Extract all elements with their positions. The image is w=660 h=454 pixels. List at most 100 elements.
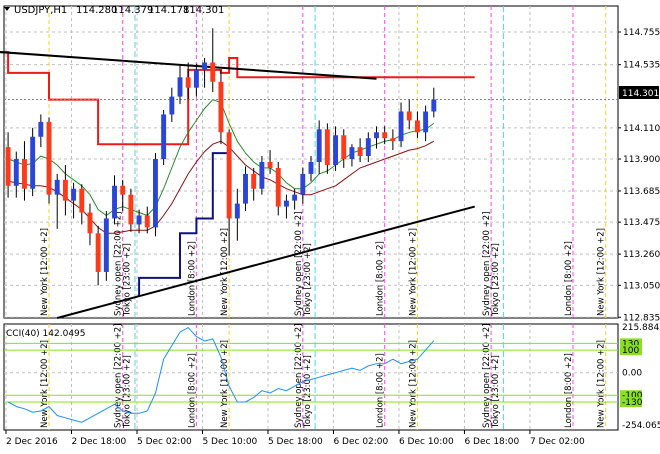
- candle-body: [398, 111, 404, 142]
- candle-body: [144, 215, 150, 228]
- candle: [333, 126, 339, 171]
- candle-body: [202, 62, 208, 70]
- session-label-cci: New York [12:00 +2]: [220, 340, 230, 428]
- candle-body: [308, 162, 314, 174]
- candle: [349, 144, 355, 167]
- y-tick-label: 114.110: [623, 124, 660, 134]
- candle: [218, 69, 224, 145]
- resistance-step-line: [0, 51, 475, 146]
- candle-body: [341, 135, 347, 160]
- candle-body: [161, 114, 167, 160]
- candle: [13, 151, 19, 198]
- candle: [267, 150, 273, 174]
- x-tick-label: 6 Dec 18:00: [464, 437, 519, 447]
- candle-body: [177, 77, 183, 97]
- dropdown-icon[interactable]: [4, 7, 10, 11]
- session-label: New York [12:00 +2]: [220, 228, 230, 316]
- ohlc-close: 114.301: [183, 5, 224, 16]
- candle-body: [349, 147, 355, 160]
- support-step-line: [138, 152, 230, 296]
- candle-body: [243, 173, 248, 204]
- y-tick-label: 113.260: [623, 250, 660, 260]
- candle-body: [46, 121, 52, 195]
- x-tick-label: 2 Dec 18:00: [71, 437, 126, 447]
- candle: [120, 179, 126, 212]
- session-lines: New York [12:00 +2] New York [12:00 +2] Sy…: [40, 6, 607, 430]
- candle-body: [185, 77, 191, 88]
- candle: [431, 87, 437, 118]
- session-label-cci: Sydney open [22:00 +2]: [482, 324, 492, 428]
- candle: [95, 225, 101, 286]
- candle: [136, 209, 142, 234]
- candle-body: [95, 233, 101, 272]
- candle: [62, 164, 68, 216]
- candle-body: [251, 173, 257, 189]
- session-label: New York [12:00 +2]: [408, 228, 418, 316]
- x-tick-label: 5 Dec 02:00: [137, 437, 192, 447]
- time-axis: 2 Dec 2016 2 Dec 18:00 5 Dec 02:00 5 Dec 10…: [5, 430, 585, 447]
- cci-tick-label: -254.0655: [622, 421, 660, 431]
- candle: [382, 126, 388, 145]
- session-label-cci: Sydney open [22:00 +2]: [114, 324, 124, 428]
- y-tick-label: 113.685: [623, 187, 660, 197]
- candle: [316, 120, 322, 174]
- candle: [283, 194, 289, 219]
- candle: [177, 65, 183, 105]
- candle: [234, 188, 240, 241]
- x-tick-label: 5 Dec 18:00: [268, 437, 323, 447]
- current-price-text: 114.301: [622, 89, 659, 99]
- cci-title: CCI(40) 142.0495: [6, 329, 86, 339]
- candle-body: [169, 96, 175, 115]
- candle: [54, 173, 60, 229]
- session-label-2: Tokyo [23:00 +2]: [303, 243, 313, 317]
- session-label: London [8:00 +2]: [564, 241, 574, 316]
- candle: [152, 153, 158, 237]
- y-tick-label: 113.050: [623, 281, 660, 291]
- candle-body: [292, 194, 298, 201]
- candle: [202, 58, 208, 88]
- cci-tick-label: 100: [622, 346, 639, 356]
- candle-body: [374, 132, 379, 139]
- candle-body: [87, 212, 93, 234]
- session-label-cci: London [8:00 +2]: [187, 353, 197, 428]
- candle-body: [234, 203, 240, 219]
- trendline-2: [56, 205, 475, 319]
- cci-level-badge: [620, 397, 642, 408]
- candle: [259, 156, 265, 195]
- candle: [87, 203, 93, 246]
- y-tick-label: 113.900: [623, 155, 660, 165]
- x-tick-label: 6 Dec 02:00: [333, 437, 388, 447]
- candle-body: [390, 138, 396, 142]
- candle-body: [54, 179, 60, 195]
- candle: [243, 166, 248, 212]
- session-label-cci: London [8:00 +2]: [564, 353, 574, 428]
- candle-body: [226, 132, 232, 219]
- cci-frame: [3, 323, 619, 431]
- candle-body: [30, 136, 36, 189]
- cci-tick-label: 215.8842: [622, 323, 660, 333]
- cci-indicator: [4, 326, 618, 423]
- candle-body: [414, 120, 420, 133]
- candle-body: [5, 147, 11, 186]
- candle-body: [128, 194, 134, 225]
- candle-body: [218, 81, 224, 133]
- candle: [292, 188, 298, 210]
- candle-body: [333, 135, 339, 165]
- session-label: London [8:00 +2]: [187, 241, 197, 316]
- candle-body: [210, 62, 216, 82]
- x-tick-label: 2 Dec 2016: [6, 437, 58, 447]
- candle-body: [300, 173, 306, 195]
- candle: [406, 99, 412, 130]
- grid: [3, 5, 619, 431]
- cci-tick-label: 130: [622, 339, 639, 349]
- session-label-cci: New York [12:00 +2]: [40, 340, 50, 428]
- candle-body: [423, 111, 429, 133]
- candle: [169, 87, 175, 122]
- candle-body: [259, 162, 265, 189]
- session-label-2: Tokyo [23:00 +2]: [491, 243, 501, 317]
- candle-body: [193, 69, 199, 88]
- candle: [398, 102, 404, 148]
